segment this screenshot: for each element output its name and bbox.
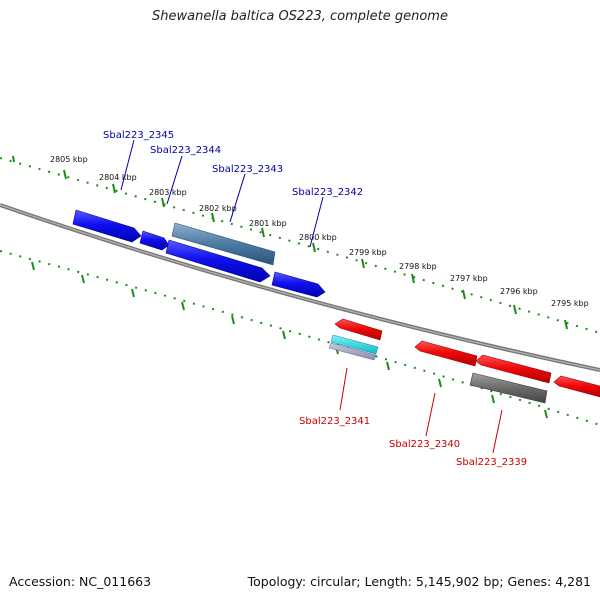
scale-labels: 2805 kbp 2804 kbp 2803 kbp 2802 kbp 2801… <box>50 155 589 308</box>
scale-tick <box>131 288 135 298</box>
gene-arrow-reverse[interactable] <box>414 340 478 367</box>
label-leader <box>166 155 183 205</box>
gene-arrow-forward[interactable] <box>165 239 271 283</box>
tick-label: 2801 kbp <box>249 219 287 228</box>
tick-label: 2798 kbp <box>399 262 437 271</box>
gene-arrow-reverse[interactable] <box>334 318 383 341</box>
cyan-feature-bar[interactable] <box>330 334 379 355</box>
accession-text: Accession: NC_011663 <box>9 574 152 589</box>
scale-tick <box>161 197 165 208</box>
scale-tick <box>513 304 517 315</box>
label-leader <box>425 392 436 437</box>
scale-tick <box>261 227 265 238</box>
scale-tick <box>386 361 390 371</box>
tick-label: 2796 kbp <box>500 287 538 296</box>
scale-tick <box>282 330 286 340</box>
lavender-feature-bar[interactable] <box>328 342 377 361</box>
tick-label: 2804 kbp <box>99 173 137 182</box>
topology-text: Topology: circular; Length: 5,145,902 bp… <box>247 574 591 589</box>
gene-label[interactable]: Sbal223_2342 <box>292 187 363 198</box>
scale-tick <box>361 258 365 269</box>
label-leader <box>309 196 324 248</box>
tick-label: 2805 kbp <box>50 155 88 164</box>
scale-tick <box>312 242 316 253</box>
map-title: Shewanella baltica OS223, complete genom… <box>152 9 448 24</box>
gene-arrow-reverse[interactable] <box>553 375 600 398</box>
scale-tick <box>544 409 548 419</box>
gene-label[interactable]: Sbal223_2344 <box>150 145 221 156</box>
reverse-genes <box>328 318 600 404</box>
gene-arrow-forward[interactable] <box>139 230 170 251</box>
scale-tick <box>462 289 466 300</box>
scale-tick <box>81 274 85 284</box>
scale-tick <box>411 273 415 284</box>
scale-tick <box>181 301 185 311</box>
tick-label: 2797 kbp <box>450 274 488 283</box>
gene-arrow-forward[interactable] <box>271 271 326 298</box>
gene-label[interactable]: Sbal223_2343 <box>212 164 283 175</box>
tick-label: 2802 kbp <box>199 204 237 213</box>
scale-tick <box>438 378 442 388</box>
label-leader <box>120 139 135 191</box>
scale-tick <box>63 169 67 180</box>
tick-label: 2803 kbp <box>149 188 187 197</box>
gene-arrow-reverse[interactable] <box>475 354 552 384</box>
minor-tick <box>12 155 15 163</box>
label-leader <box>229 173 246 223</box>
gray-feature-bar[interactable] <box>469 372 548 404</box>
scale-tick <box>211 212 215 223</box>
forward-genes <box>72 209 326 298</box>
scale-tick <box>231 315 235 325</box>
gene-label[interactable]: Sbal223_2345 <box>103 130 174 141</box>
label-leader <box>339 367 348 411</box>
scale-tick <box>564 319 568 330</box>
tick-label: 2799 kbp <box>349 248 387 257</box>
tick-label: 2800 kbp <box>299 233 337 242</box>
gene-label[interactable]: Sbal223_2340 <box>389 439 460 450</box>
gene-label[interactable]: Sbal223_2339 <box>456 457 527 468</box>
rna-gene-bar[interactable] <box>171 222 276 266</box>
outer-scale-ring <box>0 155 600 334</box>
scale-tick <box>491 394 495 404</box>
reverse-gene-labels: Sbal223_2341 Sbal223_2340 Sbal223_2339 <box>299 367 527 468</box>
scale-tick <box>112 183 116 194</box>
tick-label: 2795 kbp <box>551 299 589 308</box>
gene-label[interactable]: Sbal223_2341 <box>299 416 370 427</box>
scale-tick <box>31 261 35 271</box>
forward-gene-labels: Sbal223_2345 Sbal223_2344 Sbal223_2343 S… <box>103 130 363 248</box>
gene-arrow-forward[interactable] <box>72 209 142 243</box>
inner-scale-ring <box>0 250 600 426</box>
label-leader <box>492 409 503 454</box>
